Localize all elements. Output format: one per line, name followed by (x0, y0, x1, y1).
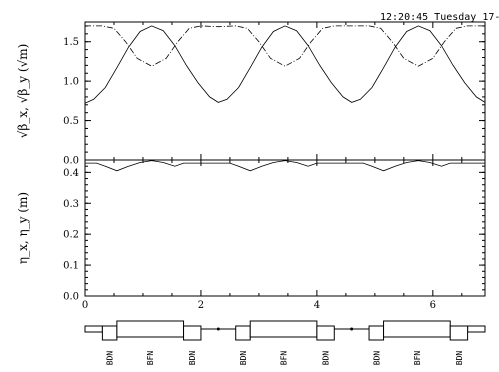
drift-end (467, 325, 486, 333)
bfn-magnet (116, 320, 185, 338)
beta-y-line (85, 25, 485, 67)
lattice-layout: BDN BFN BDN BDN BFN BDN BDN BFN BDN (84, 320, 486, 366)
dispersion-x-tick-label: 0 (82, 300, 88, 311)
bdn-label: BDN (455, 351, 464, 366)
bfn-magnet (249, 320, 318, 338)
bdn-magnet (183, 325, 202, 341)
beta-y-tick-label: 1.0 (63, 77, 79, 88)
dispersion-line (85, 160, 485, 172)
dispersion-panel: 0.0 0.1 0.2 0.3 0.4 0 2 4 6 η_x, η_y (m) (16, 159, 486, 311)
dispersion-y-tick-label: 0.2 (63, 230, 79, 241)
timestamp: 12:20:45 Tuesday 17-Aug-99 (380, 12, 499, 23)
bdn-label: BDN (322, 351, 331, 366)
bdn-label: BDN (106, 351, 115, 366)
bdn-magnet (235, 325, 251, 341)
beta-series-group (84, 25, 486, 104)
beta-x-line (84, 25, 486, 104)
dispersion-x-tick-label: 6 (430, 300, 436, 311)
beta-y-axis-label: √β_x, √β_y (√m) (16, 44, 30, 139)
beta-y-tick-label: 0.0 (63, 156, 79, 167)
dispersion-series-group (85, 160, 485, 172)
bdn-magnet (316, 325, 335, 341)
beta-y-ticks: 0.0 0.5 1.0 1.5 (63, 22, 485, 167)
dispersion-y-tick-label: 0.0 (63, 292, 79, 303)
bdn-magnet (101, 325, 118, 341)
bdn-magnet (449, 325, 469, 341)
bfn-label: BFN (280, 351, 289, 366)
bfn-label: BFN (413, 351, 422, 366)
beta-y-tick-label: 0.5 (63, 116, 79, 127)
lattice-marker (216, 327, 220, 331)
dispersion-y-axis-label: η_x, η_y (m) (16, 192, 30, 264)
bdn-label: BDN (372, 351, 381, 366)
bdn-label: BDN (239, 351, 248, 366)
dispersion-y-tick-label: 0.3 (63, 199, 79, 210)
lattice-marker (350, 327, 354, 331)
dispersion-y-tick-label: 0.1 (63, 261, 79, 272)
dispersion-y-tick-label: 0.4 (63, 168, 79, 179)
beta-y-tick-label: 1.5 (63, 37, 79, 48)
dispersion-x-tick-label: 4 (314, 300, 320, 311)
beta-function-panel: 0.0 0.5 1.0 1.5 √β_x, √β_y (√m) (16, 21, 486, 167)
bdn-magnet (368, 325, 385, 341)
beta-plot-frame (84, 21, 486, 161)
bdn-label: BDN (188, 351, 197, 366)
dispersion-x-tick-label: 2 (198, 300, 204, 311)
bfn-magnet (383, 320, 451, 338)
drift-start (84, 325, 103, 333)
bfn-label: BFN (146, 351, 155, 366)
dispersion-plot-frame (84, 159, 486, 297)
dispersion-ticks: 0.0 0.1 0.2 0.3 0.4 0 2 4 6 (63, 159, 485, 311)
